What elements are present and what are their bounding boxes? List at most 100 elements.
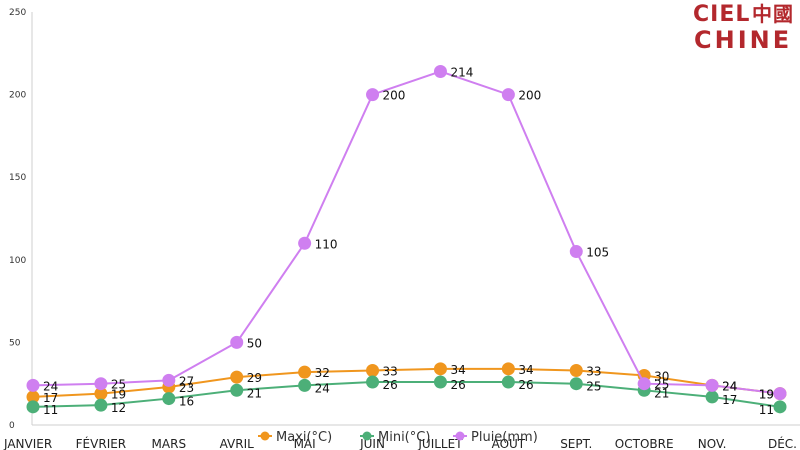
y-tick-label: 200 [9,91,26,101]
x-tick-label: DÉC. [768,436,797,450]
legend: Maxi(°C) Mini(°C) Pluie(mm) [258,430,538,445]
data-point [162,392,176,406]
data-label: 21 [654,386,669,400]
data-label: 105 [586,246,609,260]
data-label: 30 [654,369,669,383]
data-point [94,387,108,401]
logo-glyph: 中國 [752,2,794,26]
data-point [230,383,244,397]
data-label: 33 [586,364,601,378]
data-label: 17 [43,391,58,405]
data-label: 16 [179,395,194,409]
data-point [501,88,515,102]
data-label: 23 [179,381,194,395]
data-label: 19 [759,388,774,402]
data-label: 33 [383,364,398,378]
y-tick-label: 150 [9,173,26,183]
data-point [94,377,108,391]
data-point [230,370,244,384]
series [26,64,787,414]
data-point [569,377,583,391]
data-point [366,88,380,102]
data-label: 50 [247,336,262,350]
data-label: 26 [383,378,398,392]
x-tick-label: AOUT [492,437,526,450]
data-label: 34 [518,363,533,377]
data-point [773,387,787,401]
data-label: 11 [759,403,774,417]
series-line [32,70,781,395]
data-point [366,375,380,389]
data-label: 214 [450,65,473,79]
data-label: 17 [722,393,737,407]
data-point [569,363,583,377]
y-tick-label: 50 [9,338,21,348]
data-label: 25 [654,378,669,392]
data-label: 24 [43,379,58,393]
data-point [433,64,447,78]
data-point [637,377,651,391]
legend-marker [362,431,372,441]
y-tick-label: 250 [9,8,26,18]
x-tick-label: JUILLET [417,437,463,450]
data-point [26,400,40,414]
data-point [26,390,40,404]
data-point [773,400,787,414]
data-point [433,375,447,389]
x-tick-label: FÉVRIER [76,436,127,450]
data-label: 27 [179,374,194,388]
data-label: 24 [315,381,330,395]
data-label: 32 [315,366,330,380]
data-label: 24 [722,379,737,393]
data-point [298,365,312,379]
data-point [162,373,176,387]
data-point [94,398,108,412]
data-label: 19 [111,388,126,402]
data-point [26,378,40,392]
data-label: 29 [247,371,262,385]
ciel-chine-logo: CIEL 中國 CHINE [693,2,794,54]
y-ticks: 0 50 100 150 200 250 [9,8,26,431]
data-label: 24 [722,379,737,393]
y-tick-label: 0 [9,421,15,431]
logo-line2: CHINE [694,26,792,54]
data-point [501,375,515,389]
x-tick-label: JANVIER [3,437,52,450]
data-label: 12 [111,401,126,415]
data-label: 25 [111,378,126,392]
data-label: 34 [450,363,465,377]
x-tick-label: AVRIL [220,437,255,450]
data-label: 26 [518,378,533,392]
y-tick-label: 100 [9,256,26,266]
x-ticks: JANVIER FÉVRIER MARS AVRIL MAI JUIN JUILLET AOU… [3,436,797,450]
data-label: 11 [43,403,58,417]
data-point [298,378,312,392]
x-tick-label: OCTOBRE [615,437,674,450]
data-point [705,390,719,404]
data-point [298,236,312,250]
data-point [230,335,244,349]
data-point [433,362,447,376]
axes [31,12,800,426]
data-label: 200 [383,89,406,103]
legend-label: Maxi(°C) [276,430,332,445]
series-line [32,367,781,398]
series-line [32,381,781,408]
data-label: 26 [450,378,465,392]
data-label: 25 [586,380,601,394]
x-tick-label: MARS [152,437,187,450]
x-tick-label: SEPT. [560,437,592,450]
data-label: 110 [315,237,338,251]
x-tick-label: NOV. [698,437,727,450]
legend-label: Mini(°C) [378,430,430,445]
data-point [501,362,515,376]
data-point [705,378,719,392]
legend-marker [455,431,465,441]
legend-label: Pluie(mm) [471,430,538,445]
data-point [366,363,380,377]
logo-line1: CIEL [693,2,750,27]
legend-marker [260,431,270,441]
x-tick-label: MAI [294,437,316,450]
